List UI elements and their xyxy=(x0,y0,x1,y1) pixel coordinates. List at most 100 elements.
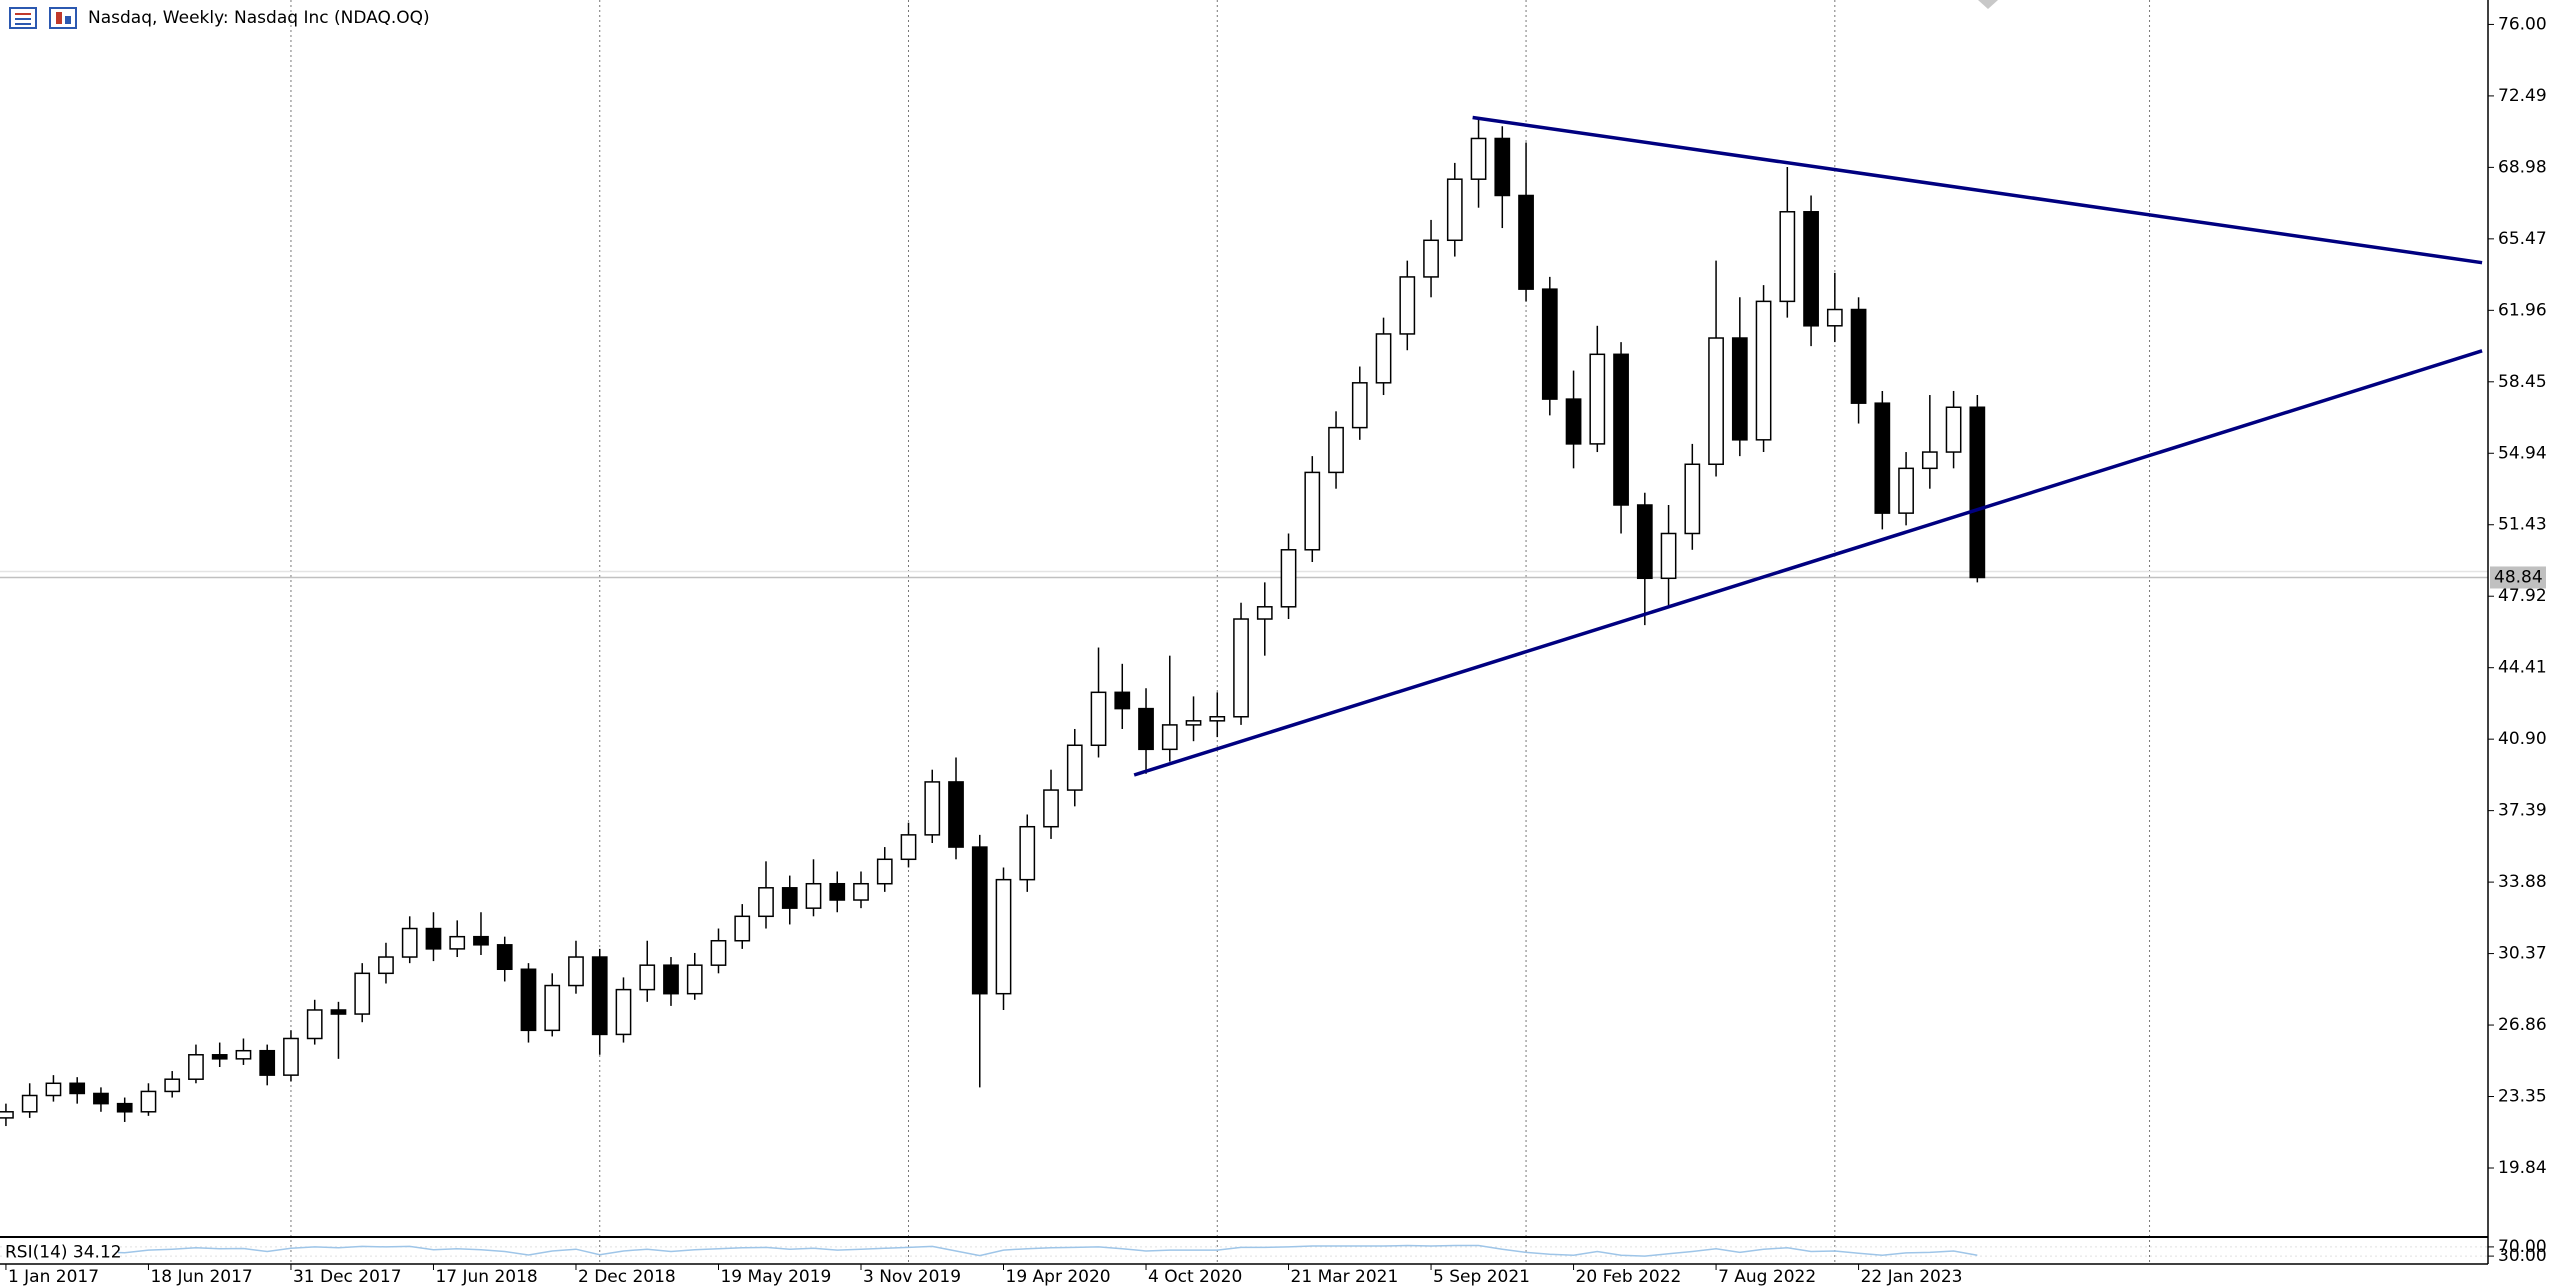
candle-body xyxy=(211,1054,228,1060)
y-tick-label: 44.41 xyxy=(2498,658,2547,678)
candle-body xyxy=(1660,532,1677,580)
candle-body xyxy=(69,1082,86,1095)
x-tick-label: 7 Aug 2022 xyxy=(1718,1267,1816,1286)
x-tick-label: 19 Apr 2020 xyxy=(1006,1267,1111,1286)
candle-body xyxy=(496,944,513,971)
candle-body xyxy=(1731,337,1748,441)
candle-body xyxy=(1494,137,1511,197)
x-tick-label: 4 Oct 2020 xyxy=(1148,1267,1242,1286)
candle-body xyxy=(1019,825,1036,881)
x-tick-label: 31 Dec 2017 xyxy=(293,1267,402,1286)
y-tick-label: 33.88 xyxy=(2498,872,2547,892)
y-tick-label: 23.35 xyxy=(2498,1087,2547,1107)
y-tick-label: 72.49 xyxy=(2498,86,2547,106)
candle-body xyxy=(93,1092,109,1105)
candle-body xyxy=(1589,353,1606,445)
candle-body xyxy=(1423,239,1439,278)
candle-body xyxy=(1114,691,1131,710)
candle-body xyxy=(639,964,656,991)
candle-body xyxy=(116,1102,133,1113)
candle-body xyxy=(1328,426,1344,474)
y-tick-label: 58.45 xyxy=(2498,372,2547,392)
candle-body xyxy=(853,882,869,901)
y-tick-label: 19.84 xyxy=(2498,1158,2547,1178)
candle-body xyxy=(829,882,846,901)
candle-body xyxy=(0,1111,14,1119)
x-tick-label: 2 Dec 2018 xyxy=(578,1267,676,1286)
candle-body xyxy=(1613,353,1629,506)
price-label-box xyxy=(2490,566,2546,589)
candle-body xyxy=(544,984,561,1032)
candle-body xyxy=(1304,471,1321,551)
icon-bar xyxy=(65,16,71,24)
candle-body xyxy=(378,956,394,975)
candle-body xyxy=(1518,194,1534,290)
y-tick-label: 47.92 xyxy=(2498,586,2547,606)
candle-body xyxy=(1969,406,1986,579)
candle-body xyxy=(354,972,371,1015)
candle-body xyxy=(1351,382,1368,429)
icon-bar xyxy=(56,12,62,24)
indicator-label-bg xyxy=(2,1241,118,1263)
candle-body xyxy=(876,858,893,885)
candle-body xyxy=(948,781,964,848)
candle-body xyxy=(1898,467,1914,514)
candle-body xyxy=(1161,724,1178,751)
candle-body xyxy=(995,878,1012,995)
candle-body xyxy=(615,988,632,1036)
candle-body xyxy=(758,887,774,918)
candle-body xyxy=(781,887,798,909)
x-tick-label: 19 May 2019 xyxy=(720,1267,831,1286)
y-tick-label: 37.39 xyxy=(2498,801,2547,821)
shift-marker xyxy=(1978,0,1998,9)
candle-body xyxy=(568,956,584,987)
y-tick-label: 61.96 xyxy=(2498,300,2547,320)
candle-body xyxy=(1375,333,1392,384)
candle-body xyxy=(1826,308,1843,327)
icon-window[interactable] xyxy=(49,7,77,29)
candle-body xyxy=(1779,211,1796,303)
candle-body xyxy=(1803,211,1819,327)
x-tick-label: 22 Jan 2023 xyxy=(1861,1267,1963,1286)
candle-body xyxy=(259,1049,276,1076)
candle-body xyxy=(164,1078,181,1093)
candle-body xyxy=(1256,606,1273,620)
candle-body xyxy=(1066,744,1083,791)
candle-body xyxy=(1945,406,1962,453)
candles xyxy=(0,115,2483,1257)
candle-body xyxy=(425,927,442,950)
candle-body xyxy=(1541,288,1558,400)
candle-body xyxy=(21,1094,38,1113)
y-tick-label: 30.37 xyxy=(2498,944,2547,964)
candle-body xyxy=(45,1082,62,1097)
candle-body xyxy=(663,964,679,995)
candle-body xyxy=(235,1049,252,1060)
candle-body xyxy=(1684,463,1701,535)
candle-body xyxy=(900,834,917,861)
candle-body xyxy=(1209,716,1226,722)
candle-body xyxy=(805,882,822,909)
candle-body xyxy=(283,1037,299,1076)
y-tick-label: 54.94 xyxy=(2498,443,2547,463)
candle-body xyxy=(330,1009,347,1015)
y-tick-label: 65.47 xyxy=(2498,229,2547,249)
candle-body xyxy=(1043,789,1059,828)
candle-body xyxy=(591,956,608,1036)
y-tick-label: 40.90 xyxy=(2498,729,2547,749)
candle-body xyxy=(520,968,537,1032)
candle-body xyxy=(1138,707,1154,751)
candle-body xyxy=(1470,137,1487,180)
x-tick-label: 3 Nov 2019 xyxy=(863,1267,961,1286)
indicator-label: RSI(14) 34.12 xyxy=(5,1243,122,1263)
indicator-tick-label: 70.00 xyxy=(2498,1237,2547,1257)
candle-body xyxy=(306,1009,323,1040)
candle-body xyxy=(1446,178,1463,242)
x-tick-label: 5 Sep 2021 xyxy=(1433,1267,1530,1286)
candle-body xyxy=(401,927,418,958)
chart-title: Nasdaq, Weekly: Nasdaq Inc (NDAQ.OQ) xyxy=(88,8,430,28)
x-tick-label: 20 Feb 2022 xyxy=(1576,1267,1682,1286)
y-tick-label: 68.98 xyxy=(2498,157,2547,177)
